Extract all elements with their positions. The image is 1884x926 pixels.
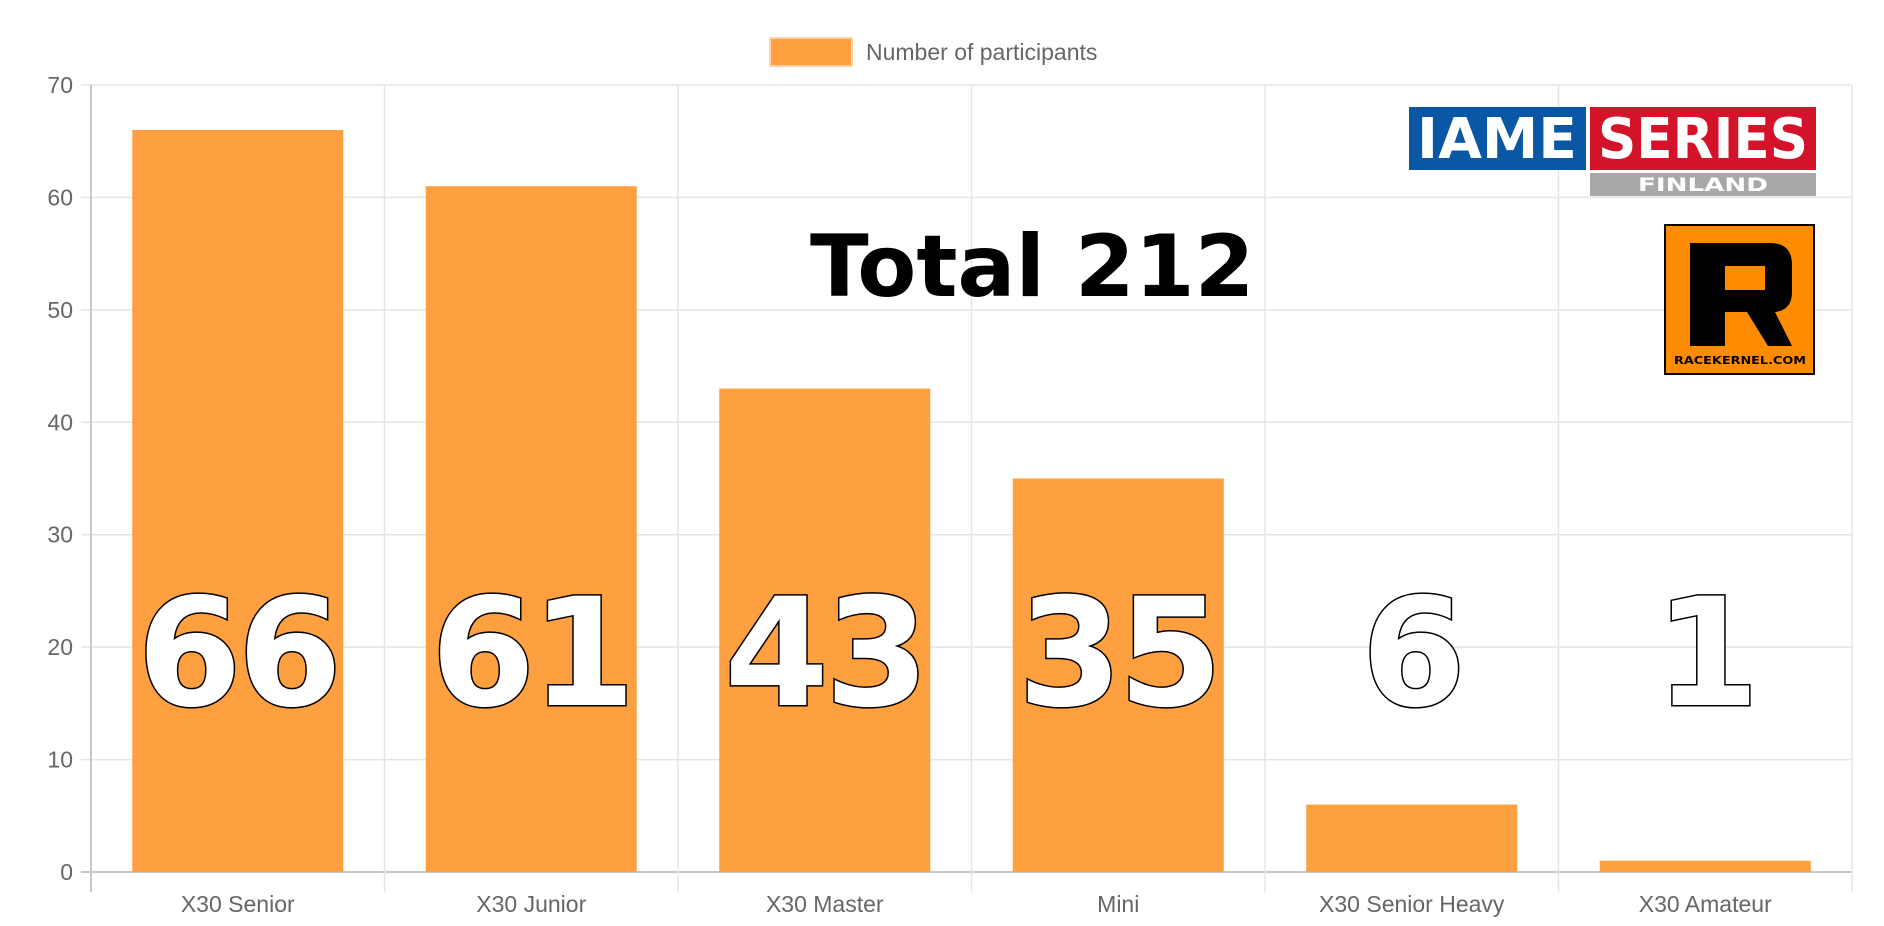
bar-data-label: 1 <box>1655 567 1755 741</box>
x-tick-label: X30 Senior <box>181 891 295 917</box>
logo-finland-text: FINLAND <box>1638 174 1768 196</box>
bar-data-label: 35 <box>1018 567 1219 741</box>
x-tick-label: X30 Junior <box>476 891 586 917</box>
logo-series-text: SERIES <box>1598 107 1808 172</box>
bar[interactable] <box>1012 478 1224 873</box>
bar-data-label: 43 <box>724 567 925 741</box>
bar-data-labels: 66 61 43 35 6 1 <box>136 566 1761 743</box>
grid-layer <box>81 84 1853 892</box>
y-tick-label: 50 <box>47 297 73 323</box>
y-tick-label: 10 <box>47 747 73 773</box>
y-tick-label: 70 <box>47 72 73 98</box>
bar[interactable] <box>1306 804 1518 872</box>
y-tick-label: 20 <box>47 634 73 660</box>
legend-label: Number of participants <box>866 39 1097 65</box>
racekernel-logo: RACEKERNEL.COM <box>1664 224 1815 375</box>
y-tick-label: 40 <box>47 409 73 435</box>
bar-data-label: 66 <box>137 567 338 741</box>
bar-data-label: 6 <box>1362 567 1462 741</box>
x-tick-label: Mini <box>1097 891 1139 917</box>
logo-iame-text: IAME <box>1417 107 1577 172</box>
iame-series-finland-logo: IAME SERIES FINLAND <box>1409 107 1816 196</box>
bars <box>132 129 1811 873</box>
y-tick-label: 60 <box>47 184 73 210</box>
bar[interactable] <box>425 186 637 872</box>
x-tick-label: X30 Amateur <box>1639 891 1772 917</box>
x-tick-label: X30 Master <box>766 891 884 917</box>
racekernel-r-icon <box>1690 243 1792 346</box>
racekernel-url: RACEKERNEL.COM <box>1674 354 1806 367</box>
bar[interactable] <box>719 388 931 872</box>
y-tick-label: 0 <box>60 859 73 885</box>
legend-swatch <box>769 37 853 67</box>
x-tick-label: X30 Senior Heavy <box>1319 891 1505 917</box>
y-tick-label: 30 <box>47 522 73 548</box>
bar[interactable] <box>1599 860 1811 872</box>
bar[interactable] <box>132 129 344 872</box>
y-tick-labels: 0 10 20 30 40 50 60 70 <box>47 72 73 885</box>
x-tick-labels: X30 Senior X30 Junior X30 Master Mini X30 Se… <box>181 891 1772 917</box>
legend[interactable]: Number of participants <box>769 37 1097 67</box>
total-annotation: Total 212 <box>810 217 1254 317</box>
bar-data-label: 61 <box>431 567 632 741</box>
